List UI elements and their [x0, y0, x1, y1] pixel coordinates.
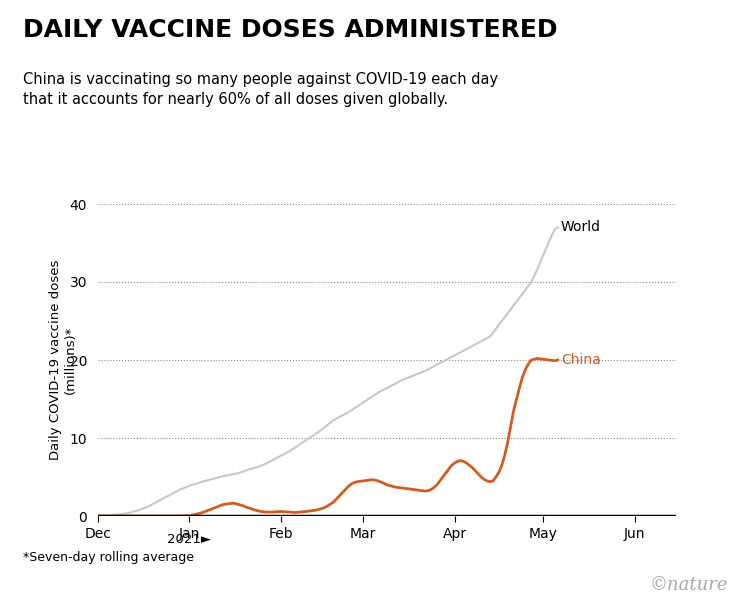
- Text: China: China: [561, 353, 601, 367]
- Text: ©nature: ©nature: [650, 576, 728, 594]
- Text: World: World: [561, 220, 601, 235]
- Text: DAILY VACCINE DOSES ADMINISTERED: DAILY VACCINE DOSES ADMINISTERED: [23, 18, 557, 42]
- Text: China is vaccinating so many people against COVID-19 each day
that it accounts f: China is vaccinating so many people agai…: [23, 72, 498, 107]
- Y-axis label: Daily COVID-19 vaccine doses
(millions)*: Daily COVID-19 vaccine doses (millions)*: [49, 260, 77, 460]
- Text: *Seven-day rolling average: *Seven-day rolling average: [23, 551, 194, 564]
- Text: 2021►: 2021►: [167, 533, 211, 546]
